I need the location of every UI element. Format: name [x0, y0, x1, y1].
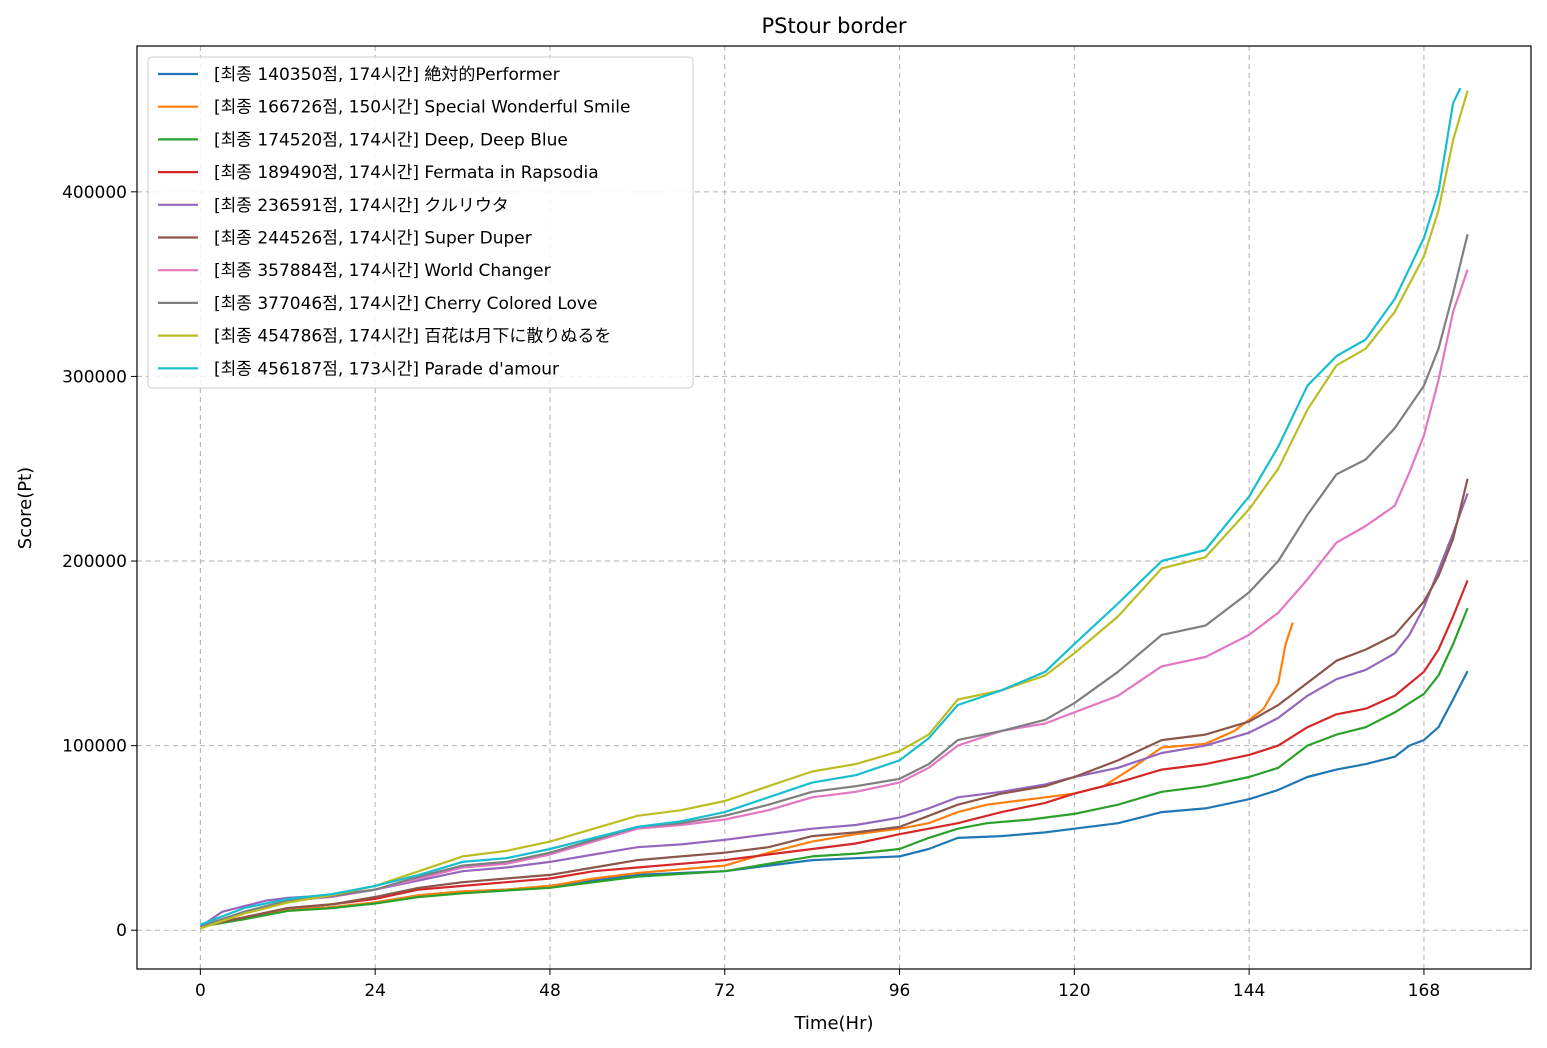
legend-label-3: [최종 189490점, 174시간] Fermata in Rapsodia [214, 163, 599, 183]
series-line-7 [200, 233, 1469, 928]
x-tick-label: 24 [364, 981, 386, 1001]
x-axis-ticks: 0 24 48 72 96 120 144 168 [195, 969, 1440, 1001]
legend-label-0: [최종 140350점, 174시간] 絶対的Performer [214, 65, 560, 85]
x-tick-label: 96 [889, 981, 911, 1001]
y-axis-label: Score(Pt) [15, 467, 36, 549]
y-tick-label: 0 [116, 921, 127, 941]
series-line-3 [200, 579, 1469, 928]
series-line-8 [200, 90, 1469, 930]
x-tick-label: 168 [1408, 981, 1440, 1001]
legend-label-1: [최종 166726점, 150시간] Special Wonderful Sm… [214, 98, 630, 118]
series-line-2 [200, 607, 1469, 928]
legend-box [147, 56, 694, 389]
series-line-1 [200, 622, 1294, 928]
plot-frame [136, 45, 1532, 970]
y-tick-label: 300000 [62, 367, 127, 387]
x-tick-label: 72 [714, 981, 736, 1001]
series-line-5 [200, 478, 1469, 928]
y-axis-ticks: 0 100000 200000 300000 400000 [62, 183, 137, 941]
series-line-9 [200, 87, 1462, 926]
chart-title: PStour border [761, 14, 906, 38]
legend: [최종 140350점, 174시간] 絶対的Performer [최종 1667… [147, 56, 694, 389]
legend-label-7: [최종 377046점, 174시간] Cherry Colored Love [214, 294, 597, 314]
legend-label-8: [최종 454786점, 174시간] 百花は月下に散りぬるを [214, 327, 611, 347]
x-axis-label: Time(Hr) [793, 1013, 873, 1034]
x-tick-label: 48 [539, 981, 561, 1001]
legend-label-9: [최종 456187점, 173시간] Parade d'amour [214, 359, 559, 379]
legend-label-4: [최종 236591점, 174시간] クルリウタ [214, 196, 509, 216]
series-line-6 [200, 269, 1469, 928]
x-tick-label: 0 [195, 981, 206, 1001]
y-tick-label: 200000 [62, 552, 127, 572]
y-tick-label: 100000 [62, 737, 127, 757]
series-lines [199, 87, 1469, 930]
legend-label-2: [최종 174520점, 174시간] Deep, Deep Blue [214, 130, 568, 150]
x-tick-label: 144 [1233, 981, 1265, 1001]
y-tick-label: 400000 [62, 183, 127, 203]
legend-label-5: [최종 244526점, 174시간] Super Duper [214, 229, 532, 249]
x-tick-label: 120 [1058, 981, 1090, 1001]
legend-label-6: [최종 357884점, 174시간] World Changer [214, 261, 551, 281]
